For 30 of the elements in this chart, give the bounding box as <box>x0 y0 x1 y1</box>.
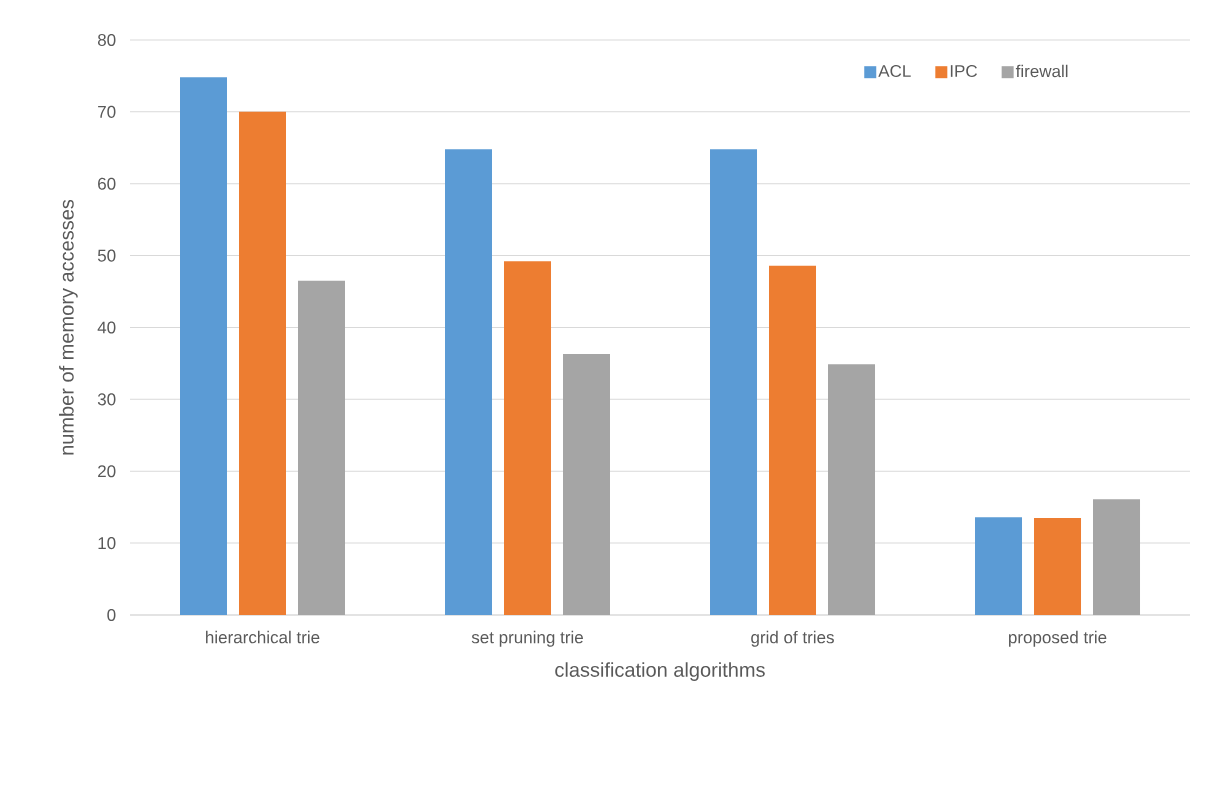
legend-label: firewall <box>1015 64 1068 78</box>
bar <box>1093 499 1141 615</box>
bar <box>445 149 493 615</box>
bar <box>504 261 552 615</box>
bar <box>769 265 817 615</box>
y-tick-label: 20 <box>98 465 116 478</box>
legend-label: ACL <box>878 64 911 78</box>
bar <box>563 354 611 615</box>
bar <box>828 364 876 615</box>
bar <box>975 517 1023 615</box>
x-tick-label: proposed trie <box>1009 630 1107 647</box>
x-axis-title: classification algorithms <box>555 662 765 681</box>
y-tick-label: 60 <box>98 177 116 190</box>
x-tick-label: grid of tries <box>751 630 834 647</box>
y-tick-label: 30 <box>97 393 116 406</box>
y-tick-label: 0 <box>107 608 116 622</box>
x-tick-label: set pruning trie <box>471 630 583 647</box>
y-tick-label: 50 <box>97 249 116 262</box>
y-tick-label: 70 <box>98 105 116 118</box>
y-tick-label: 40 <box>97 321 116 334</box>
bar <box>298 280 346 615</box>
bar <box>1034 517 1082 615</box>
y-axis-title: number of memory accesses <box>59 199 78 455</box>
x-tick-label: hierarchical trie <box>206 630 320 644</box>
y-tick-label: 10 <box>98 537 116 550</box>
y-tick-label: 80 <box>97 33 116 47</box>
legend-label: IPC <box>950 64 978 78</box>
bar <box>180 77 227 615</box>
bar <box>710 149 758 615</box>
bar <box>239 111 286 615</box>
